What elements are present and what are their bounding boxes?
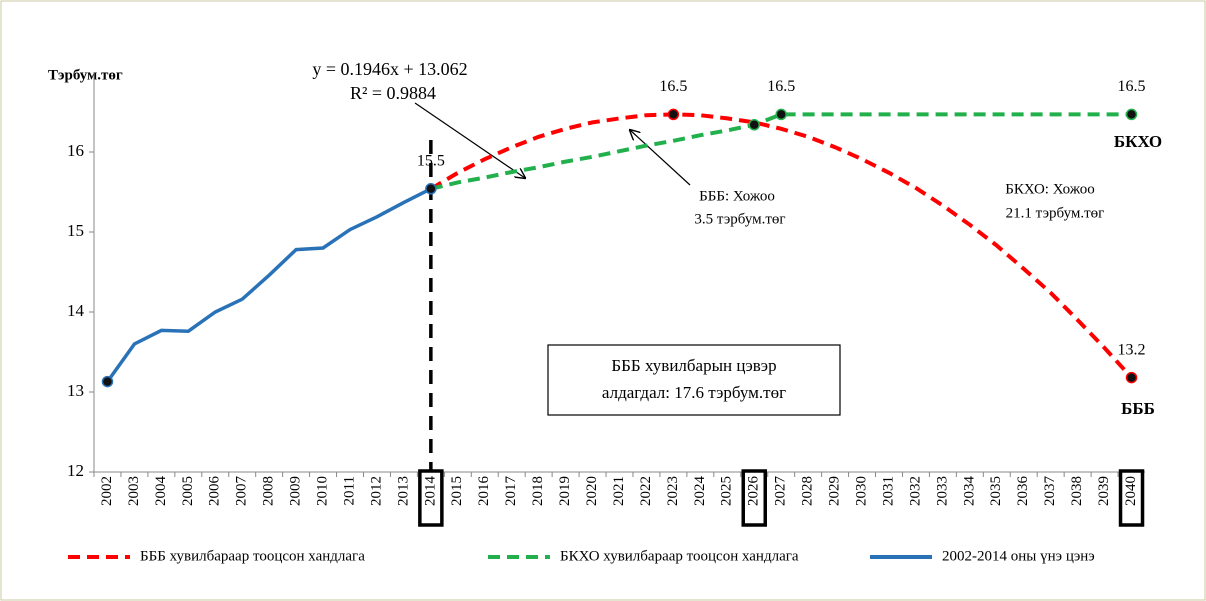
series-line [106, 187, 432, 383]
end-label: БКХО [1114, 132, 1162, 151]
legend-label: БББ хувилбараар тооцсон хандлага [140, 548, 365, 564]
y-axis-label: Тэрбум.төг [48, 67, 123, 83]
x-tick-label: 2003 [126, 476, 142, 506]
y-tick-label: 12 [67, 461, 84, 480]
legend-label: 2002-2014 оны үнэ цэнэ [942, 548, 1095, 564]
x-tick-label: 2025 [719, 476, 735, 506]
x-tick-label: 2022 [638, 476, 654, 506]
x-tick-label: 2007 [234, 476, 250, 507]
marker [667, 108, 680, 121]
series-line [429, 112, 1134, 379]
arrow [414, 102, 525, 178]
marker [425, 183, 437, 195]
r-squared: R² = 0.9884 [350, 83, 436, 103]
x-tick-label: 2040 [1123, 476, 1139, 506]
x-tick-label: 2032 [907, 476, 923, 506]
x-tick-label: 2009 [288, 476, 304, 506]
x-tick-label: 2023 [665, 476, 681, 506]
x-tick-label: 2028 [800, 476, 816, 506]
y-tick-label: 13 [67, 381, 84, 400]
x-tick-label: 2011 [341, 476, 357, 505]
y-tick-label: 15 [67, 221, 84, 240]
x-tick-label: 2029 [827, 476, 843, 506]
annotation: алдагдал: 17.6 тэрбум.төг [602, 383, 786, 402]
x-tick-label: 2026 [746, 476, 762, 507]
x-tick-label: 2010 [315, 476, 331, 506]
highlight-box [1118, 469, 1145, 527]
data-label: 16.5 [659, 78, 687, 95]
equation: y = 0.1946x + 13.062 [312, 59, 467, 79]
x-tick-label: 2015 [449, 476, 465, 506]
x-tick-label: 2012 [368, 476, 384, 506]
x-tick-label: 2018 [530, 476, 546, 506]
x-tick-label: 2021 [611, 476, 627, 506]
series-line [430, 112, 1132, 191]
data-label: 15.5 [417, 152, 445, 169]
marker [748, 119, 760, 131]
y-tick-label: 14 [67, 301, 85, 320]
x-tick-label: 2024 [692, 476, 708, 507]
x-tick-label: 2031 [880, 476, 896, 506]
x-tick-label: 2035 [988, 476, 1004, 506]
marker [775, 108, 787, 121]
x-tick-label: 2030 [853, 476, 869, 506]
end-label: БББ [1121, 399, 1155, 418]
annotation: БББ: Хожоо [699, 188, 775, 204]
x-tick-label: 2002 [99, 476, 115, 506]
legend-label: БКХО хувилбараар тооцсон хандлага [560, 548, 799, 564]
data-label: 16.5 [1118, 78, 1146, 95]
data-label: 13.2 [1118, 341, 1146, 358]
annotation: 21.1 тэрбум.төг [1006, 205, 1105, 221]
annotation: 3.5 тэрбум.төг [694, 211, 785, 227]
x-tick-label: 2036 [1015, 476, 1031, 507]
y-tick-label: 16 [67, 141, 84, 160]
data-label: 16.5 [767, 78, 795, 95]
x-tick-label: 2013 [395, 476, 411, 506]
marker [1125, 371, 1138, 384]
x-tick-label: 2037 [1042, 476, 1058, 507]
x-tick-label: 2008 [261, 476, 277, 506]
annotation: БКХО: Хожоо [1005, 181, 1094, 197]
annotation: БББ хувилбарын цэвэр [611, 356, 776, 375]
x-tick-label: 2004 [153, 476, 169, 507]
x-tick-label: 2039 [1096, 476, 1112, 506]
arrow [630, 130, 691, 186]
x-tick-label: 2033 [934, 476, 950, 506]
x-tick-label: 2005 [180, 476, 196, 506]
x-tick-label: 2014 [422, 476, 438, 507]
highlight-box [741, 469, 767, 527]
annotation-box [547, 344, 841, 416]
x-tick-label: 2017 [503, 476, 519, 507]
x-tick-label: 2006 [207, 476, 223, 507]
marker [101, 375, 114, 388]
x-tick-label: 2027 [773, 476, 789, 507]
x-tick-label: 2019 [557, 476, 573, 506]
x-tick-label: 2034 [961, 476, 977, 507]
x-tick-label: 2016 [476, 476, 492, 507]
x-tick-label: 2020 [584, 476, 600, 506]
x-tick-label: 2038 [1069, 476, 1085, 506]
marker [1125, 108, 1138, 121]
